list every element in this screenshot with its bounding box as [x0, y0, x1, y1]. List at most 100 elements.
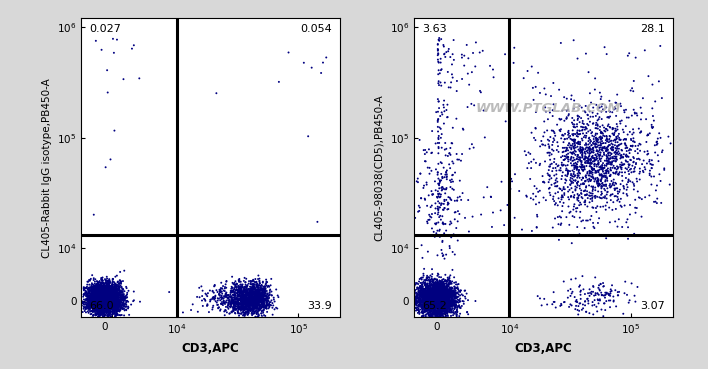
Point [432, 293, 443, 299]
Point [447, 300, 459, 306]
Point [99, 304, 110, 310]
Point [437, 221, 448, 227]
Point [438, 297, 449, 303]
Point [103, 293, 114, 299]
Point [421, 300, 432, 306]
Point [253, 285, 264, 291]
Point [91, 307, 103, 313]
Point [421, 297, 432, 303]
Point [433, 288, 445, 294]
Point [258, 289, 269, 295]
Point [103, 304, 114, 310]
Point [559, 136, 570, 142]
Point [241, 307, 253, 313]
Point [90, 310, 101, 316]
Point [423, 301, 434, 307]
Point [238, 303, 249, 309]
Point [554, 128, 566, 134]
Point [232, 297, 244, 303]
Point [615, 196, 627, 202]
Point [450, 209, 461, 215]
Point [104, 293, 115, 299]
Point [262, 296, 273, 302]
Point [577, 127, 588, 133]
Point [630, 160, 641, 166]
Point [616, 166, 627, 172]
Point [240, 311, 251, 317]
Point [419, 298, 430, 304]
Point [420, 290, 431, 296]
Point [86, 295, 97, 301]
Point [91, 296, 102, 301]
Point [453, 294, 464, 300]
Point [245, 290, 256, 296]
Point [435, 311, 446, 317]
Point [430, 290, 442, 296]
Point [413, 309, 425, 315]
Point [249, 287, 261, 293]
Point [403, 310, 414, 316]
Point [409, 298, 420, 304]
Point [250, 289, 261, 294]
Point [246, 303, 258, 309]
Point [104, 289, 115, 295]
Point [103, 295, 114, 301]
Point [429, 300, 440, 306]
Point [590, 209, 602, 215]
Point [110, 297, 122, 303]
Point [443, 292, 455, 298]
Point [92, 300, 103, 306]
Point [428, 303, 440, 309]
Point [242, 297, 253, 303]
Point [98, 286, 109, 292]
Point [408, 297, 419, 303]
Point [423, 292, 435, 297]
Point [593, 105, 605, 111]
Point [416, 288, 428, 294]
Point [436, 286, 447, 292]
Point [244, 296, 255, 302]
Point [529, 183, 540, 189]
Point [421, 288, 433, 294]
Point [102, 306, 113, 312]
Point [246, 286, 258, 292]
Point [254, 288, 266, 294]
Point [94, 308, 105, 314]
Point [110, 296, 121, 302]
Point [98, 297, 109, 303]
Point [255, 297, 266, 303]
Point [534, 200, 545, 206]
Point [103, 299, 114, 304]
Point [236, 302, 248, 308]
Point [87, 291, 98, 297]
Point [86, 299, 98, 305]
Point [440, 284, 451, 290]
Point [103, 287, 114, 293]
Point [249, 289, 261, 295]
Point [108, 306, 120, 311]
Point [239, 298, 250, 304]
Point [569, 174, 580, 180]
Point [122, 306, 134, 311]
Point [100, 303, 111, 309]
Point [110, 304, 121, 310]
Point [422, 284, 433, 290]
Point [109, 302, 120, 308]
Point [231, 299, 242, 305]
Point [85, 297, 96, 303]
Point [84, 298, 96, 304]
Point [434, 293, 445, 299]
Point [403, 308, 414, 314]
Point [246, 282, 258, 287]
Point [99, 291, 110, 297]
Point [109, 311, 120, 317]
Point [447, 293, 459, 299]
Point [93, 287, 105, 293]
Point [429, 296, 440, 302]
Point [425, 301, 436, 307]
Point [433, 294, 444, 300]
Point [100, 299, 111, 305]
Point [89, 292, 101, 297]
Point [427, 294, 438, 300]
Point [441, 282, 452, 287]
